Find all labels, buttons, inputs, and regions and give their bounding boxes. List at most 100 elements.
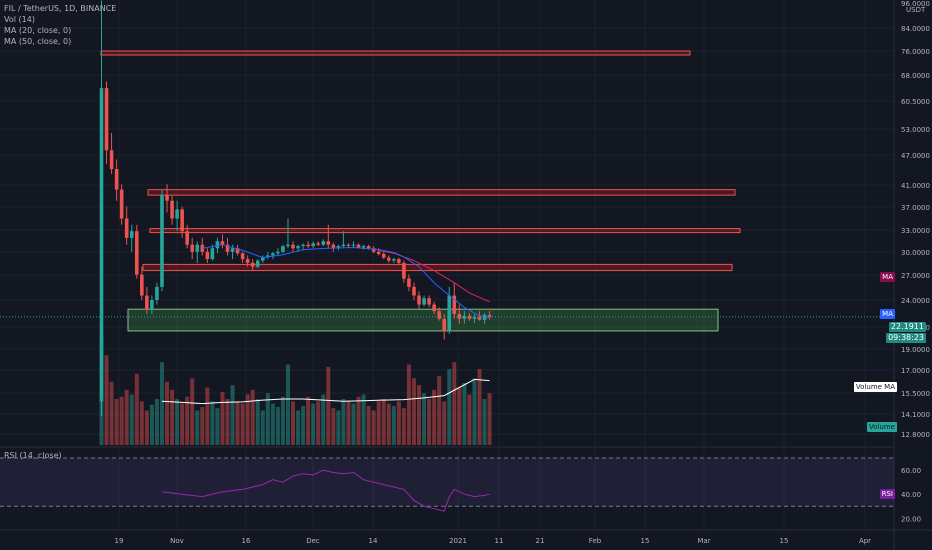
candle-body bbox=[286, 244, 290, 247]
x-tick-label: Mar bbox=[697, 537, 710, 545]
volume-bar bbox=[376, 401, 381, 445]
x-tick-label: 2021 bbox=[449, 537, 467, 545]
x-tick-label: 14 bbox=[369, 537, 378, 545]
legend-ma50[interactable]: MA (50, close, 0) bbox=[4, 37, 72, 46]
volume-bar bbox=[411, 378, 416, 445]
x-tick-label: 15 bbox=[780, 537, 789, 545]
volume-bar bbox=[235, 401, 240, 445]
candle-body bbox=[386, 257, 391, 261]
y-tick-label: 24.0000 bbox=[901, 297, 930, 305]
y-tick-label: 15.5000 bbox=[901, 390, 930, 398]
candle-body bbox=[250, 262, 255, 267]
volume-bar bbox=[396, 401, 401, 445]
chart-legend: FIL / TetherUS, 1D, BINANCE Vol (14) MA … bbox=[4, 3, 116, 47]
volume-bar bbox=[210, 401, 215, 445]
volume-ma-line bbox=[161, 378, 490, 405]
volume-bar bbox=[291, 401, 296, 445]
volume-bar bbox=[417, 385, 422, 445]
volume-bar bbox=[180, 403, 185, 445]
volume-bar bbox=[301, 405, 306, 445]
candle-body bbox=[109, 150, 114, 170]
candle-body bbox=[477, 316, 482, 320]
candle-body bbox=[140, 274, 144, 296]
volume-bar bbox=[401, 408, 406, 445]
candle-body bbox=[442, 318, 447, 331]
volume-bar bbox=[306, 396, 311, 445]
volume-bar bbox=[230, 385, 235, 445]
candle-body bbox=[170, 200, 174, 219]
candle-body bbox=[361, 246, 366, 248]
candle-body bbox=[210, 248, 215, 260]
rsi-band bbox=[0, 458, 894, 507]
volume-bar bbox=[240, 403, 245, 445]
candle-body bbox=[220, 241, 225, 245]
candle-body bbox=[447, 295, 452, 331]
candle-body bbox=[336, 246, 341, 249]
rsi-legend[interactable]: RSI (14, close) bbox=[4, 451, 62, 460]
candle-body bbox=[351, 244, 356, 246]
volume-bar bbox=[159, 362, 164, 445]
volume-bar bbox=[391, 405, 396, 445]
y-tick-label: 14.1000 bbox=[901, 411, 930, 419]
candle-body bbox=[376, 251, 381, 254]
x-tick-label: Apr bbox=[859, 537, 871, 545]
volume-bar bbox=[422, 393, 427, 445]
volume-ma-badge: Volume MA bbox=[853, 382, 897, 392]
volume-bar bbox=[220, 392, 225, 445]
volume-bar bbox=[336, 410, 341, 445]
volume-bar bbox=[366, 405, 371, 445]
candle-body bbox=[271, 253, 275, 256]
volume-bar bbox=[139, 401, 144, 445]
volume-bar bbox=[119, 396, 124, 445]
volume-bar bbox=[472, 378, 477, 445]
ma20-line bbox=[202, 244, 490, 319]
y-tick-label: 37.0000 bbox=[901, 204, 930, 212]
candle-body bbox=[412, 286, 416, 296]
rsi-badge: RSI bbox=[879, 489, 895, 499]
candle-body bbox=[346, 244, 351, 246]
legend-ma20[interactable]: MA (20, close, 0) bbox=[4, 26, 72, 35]
x-tick-label: 21 bbox=[536, 537, 545, 545]
y-tick-label: 96.0000 bbox=[901, 0, 930, 8]
volume-bar bbox=[437, 376, 442, 445]
candle-body bbox=[316, 243, 321, 245]
x-tick-label: 19 bbox=[115, 537, 124, 545]
volume-bar bbox=[361, 394, 366, 445]
candle-body bbox=[155, 286, 159, 300]
volume-badge: Volume bbox=[866, 422, 897, 432]
volume-bar bbox=[250, 389, 255, 445]
candle-body bbox=[341, 244, 346, 247]
symbol-title[interactable]: FIL / TetherUS, 1D, BINANCE bbox=[4, 4, 117, 13]
volume-bar bbox=[386, 403, 391, 445]
volume-bar bbox=[296, 410, 301, 445]
rsi-y-tick-label: 60.00 bbox=[901, 467, 921, 475]
candle-body bbox=[150, 300, 154, 310]
ma50-line bbox=[378, 249, 490, 303]
currency-label: USDT bbox=[906, 6, 926, 14]
candle-body bbox=[180, 209, 184, 232]
x-tick-label: 11 bbox=[495, 537, 504, 545]
volume-bar bbox=[406, 364, 411, 445]
volume-bar bbox=[452, 362, 457, 445]
volume-bar bbox=[371, 410, 376, 445]
candle-body bbox=[114, 169, 119, 190]
volume-bar bbox=[285, 364, 290, 445]
candle-body bbox=[381, 253, 386, 258]
rsi-y-tick-label: 40.00 bbox=[901, 491, 921, 499]
volume-bar bbox=[185, 396, 190, 445]
candle-body bbox=[190, 244, 195, 252]
y-tick-label: 19.0000 bbox=[901, 346, 930, 354]
candle-body bbox=[235, 248, 240, 254]
candle-body bbox=[134, 231, 139, 275]
y-tick-label: 53.0000 bbox=[901, 126, 930, 134]
y-tick-label: 33.0000 bbox=[901, 227, 930, 235]
volume-bar bbox=[109, 381, 114, 445]
volume-bar bbox=[129, 394, 134, 445]
volume-bar bbox=[447, 369, 452, 445]
volume-bar bbox=[321, 394, 326, 445]
support-zone bbox=[127, 308, 719, 332]
volume-bar bbox=[270, 403, 275, 445]
legend-vol[interactable]: Vol (14) bbox=[4, 15, 35, 24]
